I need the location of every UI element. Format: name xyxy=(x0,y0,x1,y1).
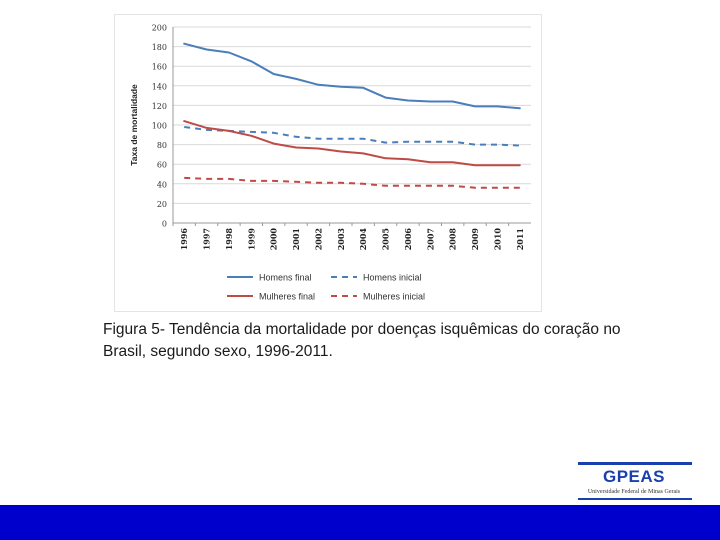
y-tick-label: 100 xyxy=(152,122,167,131)
x-tick-label: 1998 xyxy=(224,228,234,251)
logo-subtitle: Universidade Federal de Minas Gerais xyxy=(587,489,681,495)
line-chart: 0 20 40 60 80 100 120 140 160 180 200 Taxa de morta… xyxy=(129,24,531,302)
legend-label: Mulheres final xyxy=(259,292,315,302)
y-tick-label: 80 xyxy=(157,141,167,150)
legend-label: Homens final xyxy=(259,273,312,283)
y-tick-label: 120 xyxy=(152,102,167,111)
x-tick-label: 2001 xyxy=(291,228,301,250)
y-tick-label: 40 xyxy=(157,180,167,189)
y-tick-label: 160 xyxy=(152,63,167,72)
logo-bottom-rule xyxy=(578,498,692,500)
x-tick-label: 2009 xyxy=(470,228,480,251)
y-tick-label: 140 xyxy=(152,82,167,91)
x-tick-label: 2011 xyxy=(515,228,525,250)
x-tick-label: 2005 xyxy=(381,228,391,250)
series-line-homens-inicial xyxy=(184,126,520,147)
series-line-homens-final xyxy=(183,42,521,110)
logo-top-rule xyxy=(578,462,692,465)
y-axis-title: Taxa de mortalidade xyxy=(129,84,139,166)
logo-name: GPEAS xyxy=(602,467,666,486)
gpeas-logo: GPEAS Universidade Federal de Minas Gera… xyxy=(576,462,692,502)
y-tick-label: 180 xyxy=(152,43,167,52)
x-tick-label: 2002 xyxy=(313,228,323,250)
x-tick-label: 2010 xyxy=(492,228,502,251)
x-tick-label: 1996 xyxy=(179,228,189,251)
x-tick-label: 2008 xyxy=(448,228,458,251)
y-tick-label: 60 xyxy=(157,161,167,170)
legend-label: Homens inicial xyxy=(363,273,422,283)
x-tick-label: 1999 xyxy=(246,228,256,251)
x-tick-label: 2006 xyxy=(403,228,413,251)
figure-caption: Figura 5- Tendência da mortalidade por d… xyxy=(103,321,621,360)
y-tick-label: 0 xyxy=(162,220,167,229)
legend-label: Mulheres inicial xyxy=(363,292,425,302)
x-tick-label: 2003 xyxy=(336,228,346,251)
x-tick-label: 2004 xyxy=(358,228,368,251)
x-tick-label: 2000 xyxy=(269,228,279,251)
x-tick-label: 2007 xyxy=(425,228,435,250)
chart-container: 0 20 40 60 80 100 120 140 160 180 200 Taxa de morta… xyxy=(114,14,542,312)
series-line-mulheres-final xyxy=(183,120,521,167)
y-tick-label: 20 xyxy=(157,200,167,209)
x-tick-label: 1997 xyxy=(202,228,212,250)
y-tick-label: 200 xyxy=(152,24,167,33)
series-line-mulheres-inicial xyxy=(184,176,520,189)
footer-bar xyxy=(0,505,720,540)
